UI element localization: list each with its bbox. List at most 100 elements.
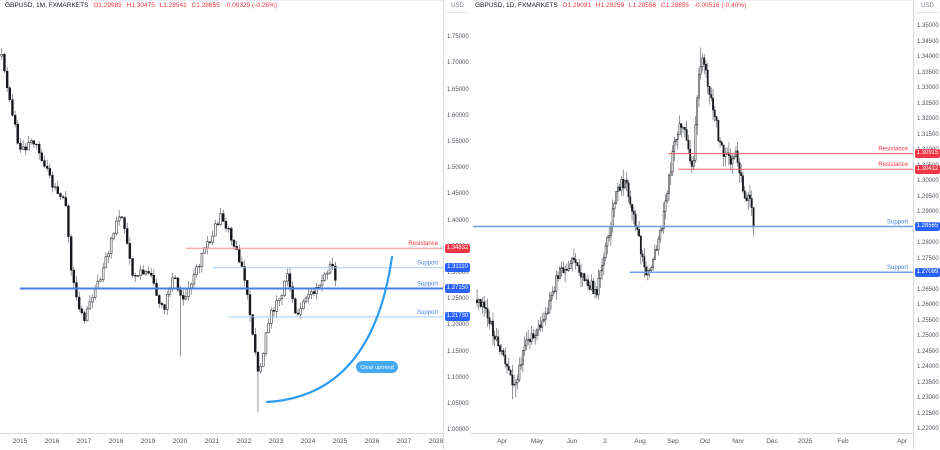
candles (0, 48, 337, 413)
price-tick: 1.31500 (917, 131, 939, 138)
time-tick: 2028 (428, 438, 444, 445)
price-tick: 1.26000 (917, 302, 939, 309)
price-tick: 1.23000 (917, 395, 939, 402)
price-tick: 1.60000 (447, 112, 469, 119)
axis-currency-label: USD (916, 0, 939, 13)
level-label[interactable]: Support (417, 310, 438, 316)
ohlc-high: H1.30475 (126, 2, 155, 9)
price-tick: 1.20000 (447, 322, 469, 329)
time-tick: 2025 (332, 438, 348, 445)
time-tick: 2022 (236, 438, 252, 445)
price-tick: 1.00000 (447, 427, 469, 434)
time-axis-daily[interactable]: Apr May Jun 2 Aug Sep Oct Nov Dec 2025 Feb Apr (470, 433, 940, 450)
level-price-label: 1.30412 (915, 164, 940, 174)
gbpusd-monthly-canvas[interactable]: Resistance Support Support Support Clear upt… (0, 0, 443, 433)
level-label[interactable]: Resistance (878, 162, 908, 168)
level-price-label: 1.31110 (445, 263, 470, 273)
time-tick: Apr (496, 438, 508, 445)
price-tick: 1.24000 (917, 364, 939, 371)
price-tick: 1.23500 (917, 379, 939, 386)
price-tick: 1.50000 (447, 165, 469, 172)
price-tick: 1.27500 (917, 255, 939, 262)
chart-pane-monthly[interactable]: GBPUSD, 1M, FXMARKETS O1.29985 H1.30475 … (0, 0, 471, 450)
time-tick: 2024 (300, 438, 316, 445)
time-tick: Jun (566, 438, 578, 445)
level-price-label: 1.21730 (445, 312, 470, 322)
ohlc-low: L1.28541 (159, 2, 187, 9)
price-tick: 1.29500 (917, 193, 939, 200)
price-tick: 1.26500 (917, 286, 939, 293)
price-tick: 1.05000 (447, 401, 469, 408)
price-tick: 1.22500 (917, 410, 939, 417)
time-tick: 2019 (140, 438, 156, 445)
price-tick: 1.34500 (917, 38, 939, 45)
uptrend-note[interactable] (356, 361, 398, 373)
price-axis-monthly[interactable]: USD 1.75000 1.70000 1.65000 1.60000 1.55000 1… (443, 0, 471, 449)
level-price-label: 1.34832 (445, 243, 470, 253)
level-label[interactable]: Resistance (878, 147, 908, 153)
price-tick: 1.33500 (917, 69, 939, 76)
gbpusd-daily-canvas[interactable]: Resistance Resistance Support Support (470, 0, 913, 433)
level-price-label: 1.27089 (915, 267, 940, 277)
ohlc-close: C1.28655 (191, 2, 220, 9)
level-price-label: 1.30915 (915, 149, 940, 159)
time-tick: May (530, 438, 544, 445)
price-tick: 1.70000 (447, 60, 469, 67)
time-tick: Aug (634, 438, 646, 445)
time-tick: Feb (837, 438, 849, 445)
price-tick: 1.22000 (917, 426, 939, 433)
candles (476, 47, 755, 400)
price-tick: 1.30000 (447, 270, 469, 277)
price-tick: 1.30000 (917, 178, 939, 185)
level-label[interactable]: Resistance (408, 241, 438, 247)
time-axis-monthly[interactable]: 2015 2016 2017 2018 2019 2020 2021 2022 2023 2024… (0, 433, 470, 450)
time-tick: 2021 (204, 438, 220, 445)
symbol-title[interactable]: GBPUSD, 1D, FXMARKETS (475, 2, 558, 9)
time-tick: 2027 (396, 438, 412, 445)
price-tick: 1.25500 (917, 317, 939, 324)
price-tick: 1.24500 (917, 348, 939, 355)
axis-currency-label: USD (446, 0, 469, 13)
price-tick: 1.33000 (917, 85, 939, 92)
trend-arc[interactable] (265, 255, 394, 404)
price-tick: 1.75000 (447, 34, 469, 41)
price-tick: 1.25000 (917, 333, 939, 340)
time-tick: Sep (667, 438, 679, 445)
time-tick: 2018 (108, 438, 124, 445)
price-tick: 1.65000 (447, 86, 469, 93)
time-tick: 2026 (364, 438, 380, 445)
chart-legend-monthly[interactable]: GBPUSD, 1M, FXMARKETS O1.29985 H1.30475 … (5, 2, 277, 10)
level-price-label: 1.28565 (915, 221, 940, 231)
plot-area-daily[interactable]: Resistance Resistance Support Support (470, 0, 913, 433)
ohlc-open: O1.29985 (93, 2, 122, 9)
time-tick: 2017 (76, 438, 92, 445)
time-tick: 2016 (44, 438, 60, 445)
level-label[interactable]: Support (887, 220, 908, 226)
price-tick: 1.32000 (917, 116, 939, 123)
ohlc-high: H1.29259 (595, 2, 625, 9)
price-tick: 1.55000 (447, 139, 469, 146)
plot-area-monthly[interactable]: Resistance Support Support Support Clear upt… (0, 0, 443, 433)
price-change: -0.00516 (-0.40%) (693, 2, 747, 9)
ohlc-low: L1.28558 (628, 2, 657, 9)
level-label[interactable]: Support (417, 261, 438, 267)
chart-pane-daily[interactable]: GBPUSD, 1D, FXMARKETS O1.29091 H1.29259 … (470, 0, 940, 449)
level-label[interactable]: Support (417, 282, 438, 288)
price-tick: 1.15000 (447, 348, 469, 355)
price-tick: 1.28000 (917, 240, 939, 247)
price-axis-daily[interactable]: USD 1.35000 1.34500 1.34000 1.33500 1.33000 1… (913, 0, 940, 449)
price-tick: 1.45000 (447, 191, 469, 198)
price-tick: 1.40000 (447, 217, 469, 224)
time-tick: Apr (896, 438, 908, 445)
chart-legend-daily[interactable]: GBPUSD, 1D, FXMARKETS O1.29091 H1.29259 … (475, 2, 746, 10)
symbol-title[interactable]: GBPUSD, 1M, FXMARKETS (5, 2, 89, 9)
level-price-label: 1.27150 (445, 283, 470, 293)
price-tick: 1.10000 (447, 374, 469, 381)
time-tick: 2023 (268, 438, 284, 445)
level-label[interactable]: Support (887, 265, 908, 271)
price-tick: 1.32500 (917, 100, 939, 107)
time-tick: 2015 (12, 438, 28, 445)
price-tick: 1.35000 (917, 23, 939, 30)
time-tick: 2020 (172, 438, 188, 445)
time-tick: Oct (699, 438, 711, 445)
